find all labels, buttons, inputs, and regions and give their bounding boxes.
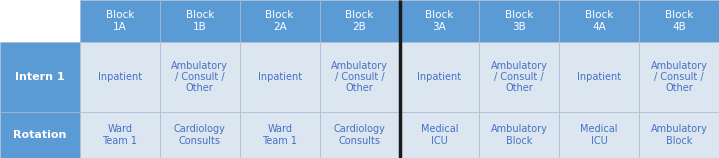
Bar: [239, 0, 320, 42]
Text: Inpatient: Inpatient: [98, 72, 142, 82]
Text: Block
1A: Block 1A: [106, 10, 134, 32]
Bar: [400, 0, 480, 42]
Bar: [320, 112, 400, 158]
Bar: [0, 42, 80, 112]
Text: Ambulatory
/ Consult /
Other: Ambulatory / Consult / Other: [171, 61, 228, 93]
Text: Cardiology
Consults: Cardiology Consults: [174, 124, 226, 146]
Text: Ambulatory
Block: Ambulatory Block: [491, 124, 548, 146]
Bar: [480, 42, 559, 112]
Bar: [80, 112, 160, 158]
Bar: [0, 0, 80, 42]
Bar: [160, 0, 239, 42]
Text: Block
2A: Block 2A: [265, 10, 294, 32]
Text: Ward
Team 1: Ward Team 1: [102, 124, 137, 146]
Bar: [80, 42, 160, 112]
Text: Inpatient: Inpatient: [257, 72, 302, 82]
Text: Medical
ICU: Medical ICU: [580, 124, 618, 146]
Bar: [80, 0, 160, 42]
Bar: [559, 42, 639, 112]
Bar: [160, 112, 239, 158]
Text: Block
4A: Block 4A: [585, 10, 613, 32]
Bar: [559, 0, 639, 42]
Text: Inpatient: Inpatient: [417, 72, 462, 82]
Text: Intern 1: Intern 1: [15, 72, 65, 82]
Text: Block
1B: Block 1B: [186, 10, 214, 32]
Text: Ambulatory
Block: Ambulatory Block: [651, 124, 707, 146]
Text: Medical
ICU: Medical ICU: [421, 124, 458, 146]
Bar: [239, 112, 320, 158]
Text: Rotation: Rotation: [14, 130, 67, 140]
Bar: [400, 42, 480, 112]
Text: Ambulatory
/ Consult /
Other: Ambulatory / Consult / Other: [651, 61, 707, 93]
Bar: [0, 112, 80, 158]
Bar: [160, 42, 239, 112]
Bar: [400, 112, 480, 158]
Bar: [639, 112, 719, 158]
Bar: [239, 42, 320, 112]
Text: Block
3B: Block 3B: [505, 10, 533, 32]
Text: Ambulatory
/ Consult /
Other: Ambulatory / Consult / Other: [491, 61, 548, 93]
Bar: [480, 0, 559, 42]
Text: Ward
Team 1: Ward Team 1: [262, 124, 297, 146]
Bar: [639, 0, 719, 42]
Text: Cardiology
Consults: Cardiology Consults: [334, 124, 385, 146]
Text: Block
4B: Block 4B: [665, 10, 693, 32]
Bar: [320, 0, 400, 42]
Bar: [559, 112, 639, 158]
Bar: [480, 112, 559, 158]
Text: Inpatient: Inpatient: [577, 72, 621, 82]
Text: Block
3A: Block 3A: [425, 10, 454, 32]
Text: Ambulatory
/ Consult /
Other: Ambulatory / Consult / Other: [331, 61, 388, 93]
Bar: [639, 42, 719, 112]
Bar: [320, 42, 400, 112]
Text: Block
2B: Block 2B: [345, 10, 374, 32]
